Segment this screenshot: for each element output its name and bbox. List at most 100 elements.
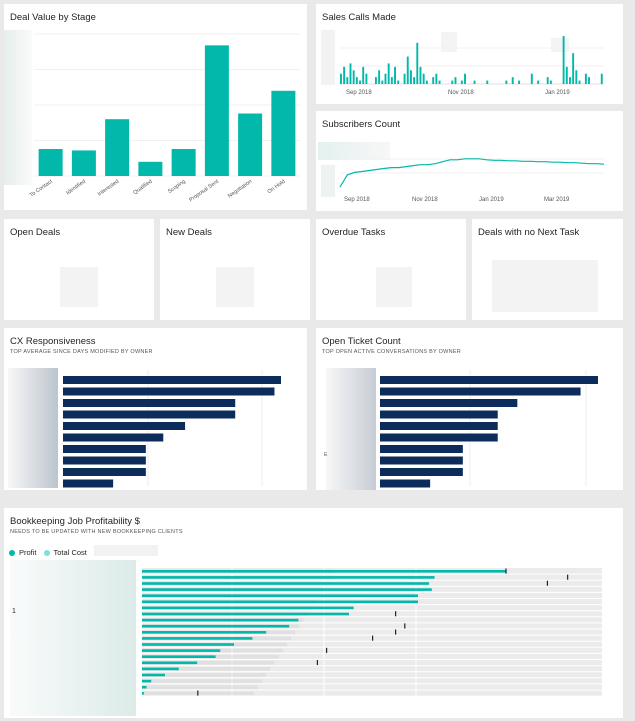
y-axis-redaction <box>321 165 335 197</box>
bar <box>63 445 146 453</box>
tile-title: Subscribers Count <box>322 119 401 130</box>
overdue-tasks-card[interactable]: Overdue Tasks <box>316 219 466 320</box>
bookkeeping-tile[interactable]: Bookkeeping Job Profitability $ NEEDS TO… <box>4 508 623 718</box>
legend-profit-label: Profit <box>19 548 37 557</box>
open-ticket-count-tile[interactable]: Open Ticket Count TOP OPEN ACTIVE CONVER… <box>316 328 623 490</box>
bar <box>562 36 565 84</box>
target-marker <box>395 629 397 635</box>
bar <box>63 399 236 407</box>
open-deals-card[interactable]: Open Deals <box>4 219 154 320</box>
bar <box>138 161 163 176</box>
bar <box>422 73 425 84</box>
bar <box>425 80 428 84</box>
bar <box>380 468 463 476</box>
bar <box>518 80 521 84</box>
bar <box>352 70 355 84</box>
bar <box>432 77 435 84</box>
bar <box>378 70 381 84</box>
bar <box>438 80 441 84</box>
bar <box>105 119 130 176</box>
value-redaction <box>376 267 412 307</box>
profit-bar <box>142 692 144 695</box>
x-tick-label: To Contact <box>29 178 54 198</box>
cx-responsiveness-tile[interactable]: CX Responsiveness TOP AVERAGE SINCE DAYS… <box>4 328 307 490</box>
target-marker <box>395 611 397 617</box>
profit-bar <box>142 637 253 640</box>
bar <box>464 73 466 84</box>
legend-cost-dot <box>43 549 50 556</box>
deal-value-tile[interactable]: Deal Value by Stage To Contact Identified… <box>4 4 307 210</box>
sales-calls-tile[interactable]: Sales Calls Made Sep 2018 Nov 2018 Jan 201… <box>316 4 623 104</box>
chart-redaction <box>441 32 457 52</box>
tile-subtitle: TOP OPEN ACTIVE CONVERSATIONS BY OWNER <box>322 349 461 355</box>
bar <box>578 80 581 84</box>
bar <box>63 376 281 384</box>
axis-redaction <box>8 368 58 488</box>
bar <box>387 63 390 84</box>
bar <box>63 387 275 396</box>
bar <box>63 410 236 419</box>
bar <box>416 42 419 84</box>
profit-bar <box>142 612 349 616</box>
value-redaction <box>492 260 598 312</box>
bar <box>63 468 146 476</box>
profit-bar <box>142 679 152 683</box>
x-tick-label: Sep 2018 <box>344 197 370 203</box>
bar <box>565 66 568 84</box>
tile-subtitle: TOP AVERAGE SINCE DAYS MODIFIED BY OWNER <box>10 349 153 355</box>
card-title: Open Deals <box>10 227 61 238</box>
bar <box>419 66 422 84</box>
bar <box>600 73 603 84</box>
bar <box>403 73 406 84</box>
bar <box>374 77 377 84</box>
profit-bar <box>142 685 147 689</box>
bar <box>409 70 412 84</box>
bottom-redaction <box>136 698 612 717</box>
profit-bar <box>142 576 435 579</box>
bar <box>394 66 396 84</box>
bar <box>171 149 196 176</box>
profit-bar <box>142 631 267 634</box>
subscribers-chart: Sep 2018 Nov 2018 Jan 2019 Mar 2019 <box>339 158 605 203</box>
legend-redaction <box>94 545 158 556</box>
bar <box>384 73 387 84</box>
bar <box>380 433 498 442</box>
x-tick-label: Proposal Sent <box>188 178 220 203</box>
bar <box>397 80 400 84</box>
x-tick-label: Nov 2018 <box>412 197 438 203</box>
bar <box>380 479 431 488</box>
bar <box>340 73 342 84</box>
new-deals-card[interactable]: New Deals <box>160 219 310 320</box>
target-marker <box>372 635 374 641</box>
target-marker <box>197 690 199 696</box>
bar <box>406 56 409 84</box>
profit-bar <box>142 570 506 573</box>
profit-bar <box>142 649 221 652</box>
axis-stray-label: E <box>324 452 328 458</box>
subscribers-tile[interactable]: Subscribers Count Sep 2018 Nov 2018 Jan 20… <box>316 111 623 211</box>
bar <box>63 433 164 442</box>
bar <box>451 80 454 84</box>
tile-subtitle: NEEDS TO BE UPDATED WITH NEW BOOKKEEPING… <box>10 529 183 535</box>
bar <box>346 77 349 84</box>
bar <box>549 80 552 84</box>
value-redaction <box>216 267 254 307</box>
profit-bar <box>142 624 290 628</box>
bar <box>588 77 591 84</box>
tile-title: Deal Value by Stage <box>10 12 96 23</box>
profit-bar <box>142 600 418 604</box>
bar <box>238 113 263 176</box>
bar <box>381 80 384 84</box>
target-marker <box>567 574 569 580</box>
deal-value-chart: To Contact Identified Interested Qualified S… <box>29 33 300 203</box>
profit-bar <box>142 661 198 665</box>
target-marker <box>404 623 406 629</box>
y-axis-redaction <box>321 30 335 85</box>
profit-bar <box>142 667 179 671</box>
profit-bar <box>142 594 418 597</box>
axis-redaction <box>10 560 136 716</box>
bar <box>355 77 358 84</box>
deals-no-next-task-card[interactable]: Deals with no Next Task <box>472 219 623 320</box>
x-tick-label: On Hold <box>267 179 287 195</box>
x-tick-label: Jan 2019 <box>479 197 504 203</box>
